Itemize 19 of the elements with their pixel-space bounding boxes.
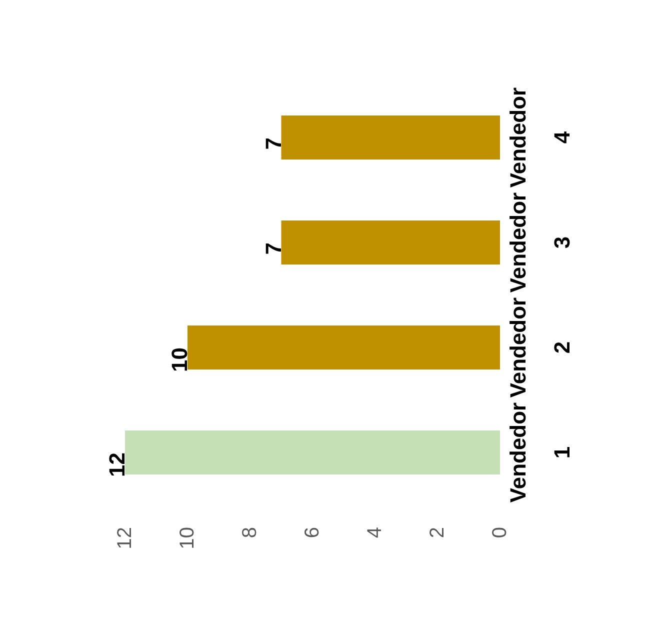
bar (281, 220, 500, 264)
bar (281, 116, 500, 160)
x-tick-label: 12 (114, 527, 136, 550)
data-label: 10 (167, 348, 192, 372)
x-tick-label: 8 (239, 527, 261, 538)
y-tick-label: Vendedor 2 (506, 296, 574, 398)
x-tick-label: 6 (302, 527, 324, 538)
x-tick-label: 0 (489, 527, 511, 538)
data-label: 7 (260, 138, 286, 150)
x-tick-label: 2 (426, 527, 448, 538)
y-tick-label: Vendedor 3 (506, 192, 574, 293)
y-tick-label: Vendedor 4 (506, 86, 574, 188)
bar (188, 326, 500, 370)
bar (125, 430, 500, 474)
x-tick-label: 4 (364, 527, 386, 538)
data-label: 12 (104, 452, 130, 477)
x-tick-label: 10 (176, 527, 198, 550)
y-tick-label: Vendedor 1 (506, 402, 574, 503)
data-label: 7 (260, 242, 286, 255)
